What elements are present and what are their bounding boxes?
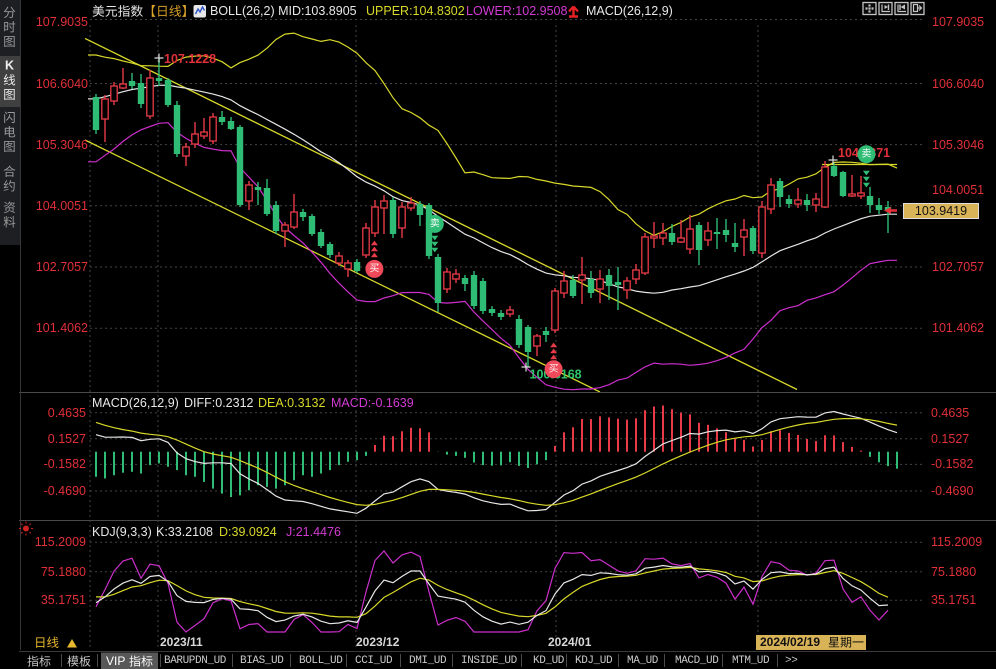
svg-text:VIP: VIP [106,654,125,668]
svg-text:K: K [5,59,14,73]
